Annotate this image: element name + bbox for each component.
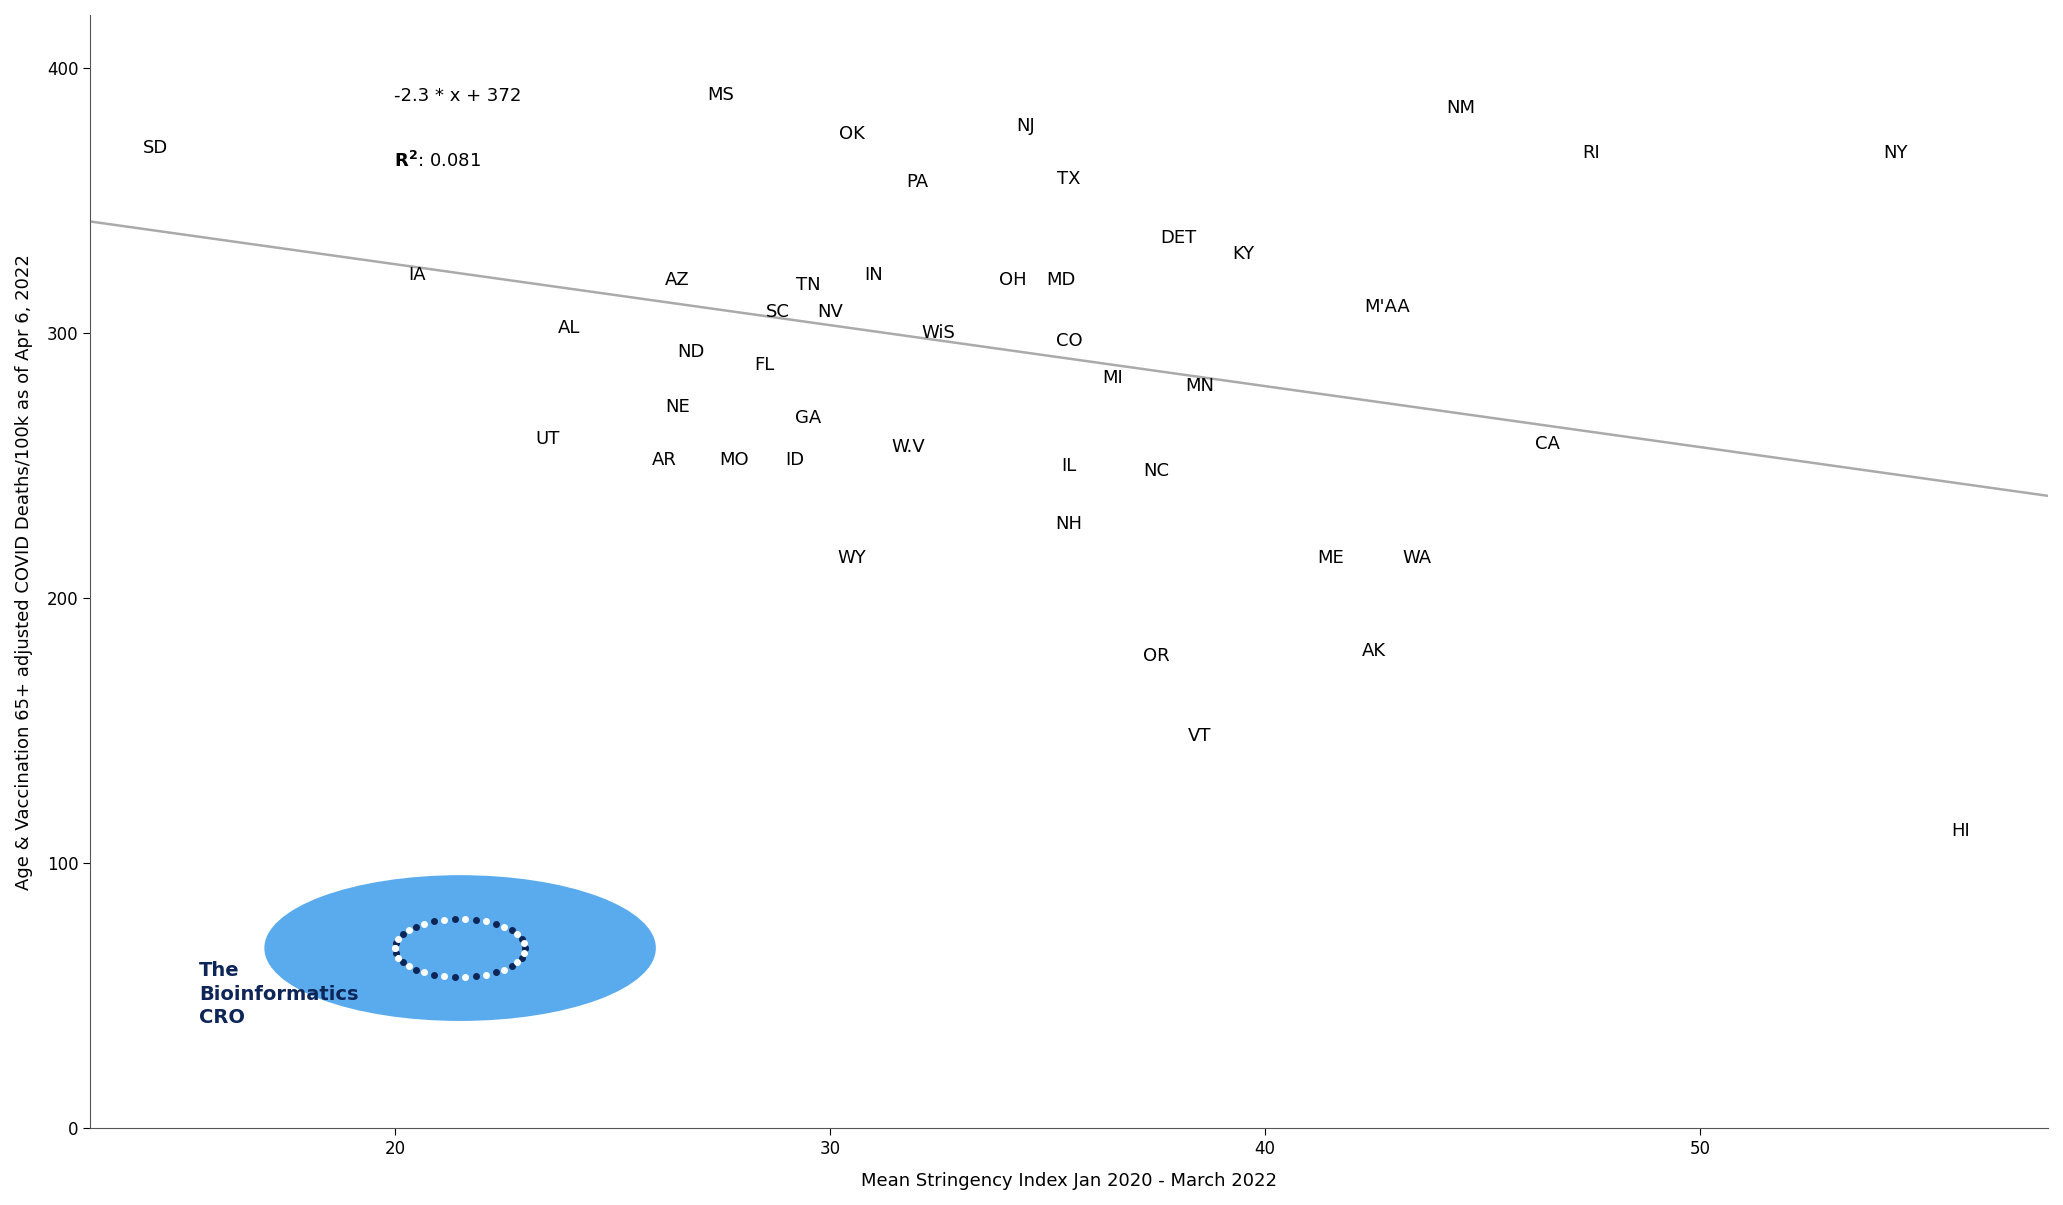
Text: IL: IL	[1062, 457, 1077, 475]
Text: AZ: AZ	[664, 271, 689, 289]
Text: GA: GA	[794, 408, 821, 427]
Text: AL: AL	[557, 319, 580, 336]
Text: UT: UT	[534, 430, 559, 448]
Text: PA: PA	[906, 174, 928, 192]
Text: MN: MN	[1184, 377, 1215, 395]
Text: NH: NH	[1056, 515, 1083, 533]
Text: WY: WY	[838, 549, 866, 568]
Text: FL: FL	[755, 355, 776, 374]
Text: MO: MO	[720, 452, 749, 469]
Text: NJ: NJ	[1017, 117, 1036, 135]
Text: DET: DET	[1159, 229, 1197, 247]
Text: $\bf{R^2}$: 0.081: $\bf{R^2}$: 0.081	[394, 151, 481, 171]
Text: HI: HI	[1952, 823, 1970, 840]
Text: W.V: W.V	[891, 439, 924, 455]
Text: -2.3 * x + 372: -2.3 * x + 372	[394, 88, 522, 105]
Text: ME: ME	[1316, 549, 1343, 568]
Text: The
Bioinformatics
CRO: The Bioinformatics CRO	[198, 962, 359, 1028]
Text: TX: TX	[1058, 170, 1081, 188]
Text: RI: RI	[1582, 143, 1601, 161]
Text: NE: NE	[664, 399, 689, 416]
Text: VT: VT	[1188, 727, 1211, 745]
Text: NV: NV	[817, 302, 844, 321]
Text: AR: AR	[652, 452, 677, 469]
Text: WA: WA	[1403, 549, 1432, 568]
Text: KY: KY	[1232, 245, 1254, 263]
Text: SC: SC	[765, 302, 790, 321]
Text: OK: OK	[840, 125, 864, 143]
Text: IA: IA	[408, 266, 425, 283]
Text: WiS: WiS	[922, 324, 955, 342]
Ellipse shape	[264, 875, 656, 1021]
Text: NY: NY	[1884, 143, 1908, 161]
Text: SD: SD	[142, 139, 169, 157]
Text: TN: TN	[796, 276, 821, 294]
Text: OH: OH	[998, 271, 1027, 289]
Text: IN: IN	[864, 266, 883, 283]
Text: MS: MS	[708, 86, 734, 104]
Text: ID: ID	[786, 452, 805, 469]
Text: NC: NC	[1143, 462, 1170, 480]
Text: CO: CO	[1056, 333, 1083, 349]
Text: AK: AK	[1362, 642, 1386, 660]
Text: MI: MI	[1102, 369, 1122, 387]
Text: OR: OR	[1143, 647, 1170, 665]
Text: CA: CA	[1535, 435, 1560, 453]
Text: M'AA: M'AA	[1364, 298, 1409, 316]
Text: MD: MD	[1046, 271, 1075, 289]
X-axis label: Mean Stringency Index Jan 2020 - March 2022: Mean Stringency Index Jan 2020 - March 2…	[860, 1172, 1277, 1191]
Y-axis label: Age & Vaccination 65+ adjusted COVID Deaths/100k as of Apr 6, 2022: Age & Vaccination 65+ adjusted COVID Dea…	[14, 254, 33, 889]
Text: NM: NM	[1446, 99, 1475, 117]
Text: ND: ND	[677, 342, 703, 360]
